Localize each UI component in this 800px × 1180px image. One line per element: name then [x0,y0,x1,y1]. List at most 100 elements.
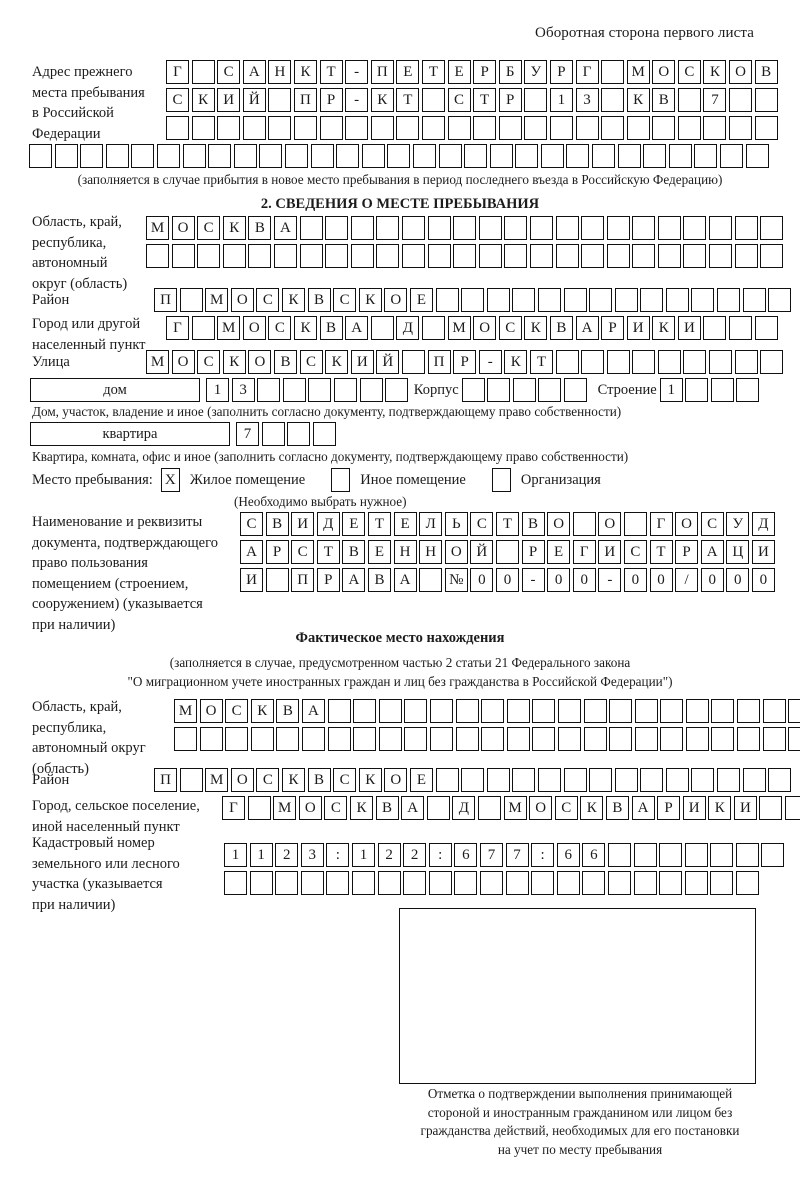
char-cell[interactable]: И [598,540,622,564]
char-cell[interactable] [477,796,501,820]
house-char-cell[interactable]: 1 [206,378,229,402]
char-cell[interactable]: Д [452,796,476,820]
char-cell[interactable]: 1 [549,88,573,112]
char-cell[interactable] [606,216,630,240]
char-cell[interactable] [529,216,553,240]
char-cell[interactable] [734,244,758,268]
char-cell[interactable] [762,699,786,723]
char-cell[interactable] [426,796,450,820]
char-cell[interactable] [683,350,707,374]
char-cell[interactable] [632,350,656,374]
char-cell[interactable] [105,144,129,168]
char-cell[interactable] [665,288,689,312]
char-cell[interactable] [703,116,727,140]
char-cell[interactable]: Д [316,512,340,536]
char-cell[interactable] [607,843,631,867]
char-cell[interactable]: В [521,512,545,536]
char-cell[interactable] [640,288,664,312]
prev-address-row-3[interactable] [166,116,778,140]
char-cell[interactable] [461,768,485,792]
char-cell[interactable]: В [307,768,331,792]
korpus-char-cell[interactable] [461,378,485,402]
house-char-cell[interactable] [385,378,409,402]
char-cell[interactable]: Б [498,60,522,84]
flat-row[interactable]: квартира 7 [30,422,336,446]
char-cell[interactable]: О [729,60,753,84]
char-cell[interactable]: Г [222,796,245,820]
char-cell[interactable]: А [700,540,724,564]
char-cell[interactable]: 7 [479,843,503,867]
char-cell[interactable] [632,244,656,268]
char-cell[interactable]: 0 [495,568,519,592]
char-cell[interactable] [683,216,707,240]
char-cell[interactable] [506,727,530,751]
char-cell[interactable]: 6 [556,843,580,867]
char-cell[interactable] [768,768,792,792]
char-cell[interactable] [353,727,377,751]
char-cell[interactable]: К [703,60,727,84]
char-cell[interactable] [429,727,453,751]
korpus-char-cell[interactable] [538,378,562,402]
char-cell[interactable]: С [324,796,348,820]
char-cell[interactable] [607,871,631,895]
char-cell[interactable]: А [242,60,266,84]
char-cell[interactable]: О [242,316,266,340]
char-cell[interactable] [276,727,300,751]
char-cell[interactable]: С [217,60,241,84]
korpus-char-cell[interactable] [487,378,511,402]
char-cell[interactable]: Т [396,88,420,112]
char-cell[interactable] [233,144,257,168]
char-cell[interactable] [396,116,420,140]
char-cell[interactable] [677,116,701,140]
char-cell[interactable] [419,568,443,592]
char-cell[interactable] [601,60,625,84]
korpus-char-cell[interactable] [564,378,588,402]
char-cell[interactable]: А [575,316,599,340]
char-cell[interactable]: Т [529,350,553,374]
char-cell[interactable] [498,116,522,140]
char-cell[interactable] [563,288,587,312]
char-cell[interactable]: / [675,568,699,592]
char-cell[interactable]: Р [601,316,625,340]
char-cell[interactable] [361,144,385,168]
char-cell[interactable] [729,88,753,112]
char-cell[interactable]: Р [319,88,343,112]
char-cell[interactable]: С [677,60,701,84]
prev-address-row-4[interactable] [29,144,769,168]
char-cell[interactable] [709,350,733,374]
char-cell[interactable] [735,871,759,895]
char-cell[interactable] [429,699,453,723]
char-cell[interactable]: А [240,540,263,564]
char-cell[interactable]: К [191,88,215,112]
char-cell[interactable] [540,144,564,168]
char-cell[interactable] [668,144,692,168]
char-cell[interactable] [734,216,758,240]
char-cell[interactable] [247,796,271,820]
char-cell[interactable] [524,116,548,140]
char-cell[interactable] [709,216,733,240]
char-cell[interactable] [623,512,647,536]
char-cell[interactable]: Е [409,768,433,792]
char-cell[interactable] [268,116,292,140]
char-cell[interactable] [589,768,613,792]
char-cell[interactable]: В [754,60,778,84]
char-cell[interactable]: 1 [224,843,247,867]
char-cell[interactable] [248,244,272,268]
char-cell[interactable]: К [524,316,548,340]
char-cell[interactable]: К [222,350,246,374]
char-cell[interactable]: М [626,60,650,84]
char-cell[interactable] [581,216,605,240]
char-cell[interactable] [319,116,343,140]
char-cell[interactable] [575,116,599,140]
char-cell[interactable]: К [504,350,528,374]
char-cell[interactable]: О [298,796,322,820]
char-cell[interactable]: Д [751,512,775,536]
char-cell[interactable] [455,727,479,751]
char-cell[interactable] [626,116,650,140]
char-cell[interactable] [146,244,169,268]
house-char-cell[interactable] [333,378,357,402]
char-cell[interactable]: С [240,512,263,536]
char-cell[interactable] [505,871,529,895]
char-cell[interactable]: В [605,796,629,820]
